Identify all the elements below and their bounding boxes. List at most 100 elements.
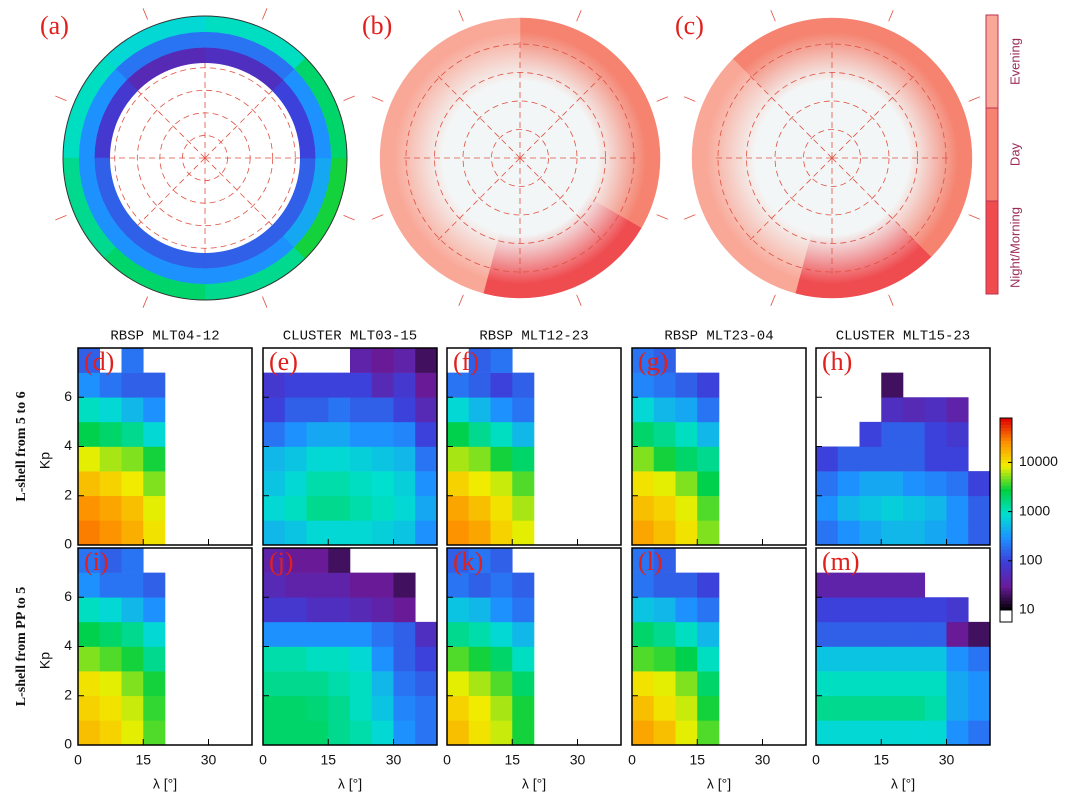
y-tick-label: 4 <box>64 637 72 653</box>
heat-cell <box>306 671 329 697</box>
heat-cell <box>946 446 969 472</box>
x-tick-label: 30 <box>201 752 217 768</box>
x-tick-label: 15 <box>873 752 889 768</box>
heat-cell <box>697 621 720 647</box>
heat-cell <box>468 520 491 546</box>
heat-cell <box>490 720 513 746</box>
heat-cell <box>881 520 904 546</box>
heat-cell <box>371 372 394 398</box>
heat-cell <box>881 372 904 398</box>
heat-cell <box>328 446 351 472</box>
heat-cell <box>968 520 991 546</box>
heat-cell <box>306 446 329 472</box>
heat-cell <box>78 520 101 546</box>
heat-cell <box>350 446 373 472</box>
heat-cell <box>468 446 491 472</box>
colorbar-tick-label: 1000 <box>1019 502 1050 518</box>
colorbar-step <box>1000 462 1012 467</box>
outer-tick <box>142 8 148 20</box>
heat-cell <box>306 597 329 623</box>
heat-cell <box>675 397 698 423</box>
heat-cell <box>653 695 676 721</box>
heat-cell <box>632 421 655 447</box>
heat-cell <box>632 348 655 373</box>
heat-cell <box>284 495 307 521</box>
heat-cell <box>859 646 882 672</box>
heat-cell <box>512 720 535 746</box>
heat-cell <box>371 671 394 697</box>
x-axis-label: λ [°] <box>153 776 177 792</box>
colorbar-step <box>1000 562 1012 566</box>
colorbar-step <box>1000 571 1012 576</box>
heat-cell <box>903 421 926 447</box>
outer-tick <box>656 96 668 102</box>
heat-cell <box>350 720 373 746</box>
heat-cell <box>447 671 470 697</box>
colorbar-step <box>1000 530 1012 534</box>
heat-cell <box>350 597 373 623</box>
heat-cell <box>903 397 926 423</box>
heat-cell <box>306 720 329 746</box>
heat-cell <box>468 372 491 398</box>
heat-cell <box>859 695 882 721</box>
heat-cell <box>653 597 676 623</box>
colorbar-step <box>1000 453 1012 457</box>
heat-cell <box>675 520 698 546</box>
colorbar-step <box>1000 584 1012 589</box>
colorbar-step <box>1000 542 1012 547</box>
colorbar-step <box>1000 434 1012 438</box>
colorbar-step <box>1000 507 1012 512</box>
heat-cell <box>881 720 904 746</box>
heat-cell <box>284 621 307 647</box>
heat-cell <box>490 548 513 573</box>
heat-cell <box>490 695 513 721</box>
heat-cell <box>968 720 991 746</box>
heat-cell <box>284 421 307 447</box>
x-tick-label: 30 <box>386 752 402 768</box>
x-tick-label: 0 <box>443 752 451 768</box>
heat-cell <box>121 397 144 423</box>
outer-tick <box>684 214 696 220</box>
heat-cell <box>447 446 470 472</box>
heat-cell <box>328 720 351 746</box>
polar-grid <box>55 8 355 308</box>
heat-cell <box>968 671 991 697</box>
heat-cell <box>143 471 166 497</box>
heat-cell <box>328 572 351 598</box>
heat-cell <box>881 597 904 623</box>
heat-cell <box>903 471 926 497</box>
heat-cell <box>924 720 947 746</box>
x-tick-label: 15 <box>504 752 520 768</box>
heat-cell <box>653 646 676 672</box>
x-tick-label: 15 <box>135 752 151 768</box>
heat-cell <box>881 446 904 472</box>
heat-cell <box>859 520 882 546</box>
heat-cell <box>393 372 416 398</box>
heat-cell <box>263 548 286 573</box>
heat-cell <box>512 695 535 721</box>
heat-cell <box>697 597 720 623</box>
heat-cell <box>447 471 470 497</box>
heat-cell <box>816 720 839 746</box>
heat-cell <box>512 671 535 697</box>
heat-cell <box>632 572 655 598</box>
heat-cell <box>121 695 144 721</box>
heat-cell <box>653 471 676 497</box>
heat-cell <box>99 397 122 423</box>
panel-title: RBSP MLT12-23 <box>479 329 588 345</box>
heat-cell <box>371 471 394 497</box>
heat-cell <box>881 621 904 647</box>
outer-tick <box>968 214 980 220</box>
heat-cell <box>393 695 416 721</box>
heat-cell <box>371 695 394 721</box>
heat-cell <box>675 471 698 497</box>
heat-cell <box>371 597 394 623</box>
heat-cell <box>903 572 926 598</box>
heat-cell <box>946 495 969 521</box>
heat-cell <box>121 520 144 546</box>
outer-tick <box>770 294 776 306</box>
heat-cell <box>653 572 676 598</box>
heat-cell <box>371 495 394 521</box>
heat-cell <box>350 495 373 521</box>
